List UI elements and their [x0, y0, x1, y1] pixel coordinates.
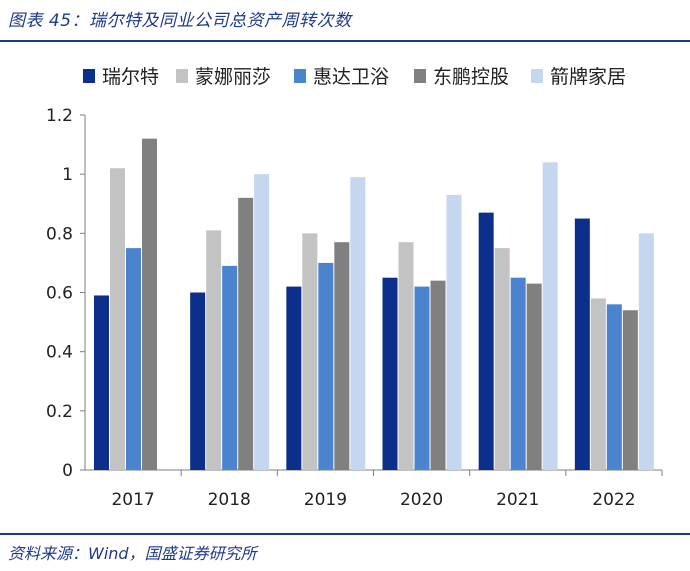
bar-2021-3	[526, 283, 542, 470]
legend-swatch	[176, 69, 188, 83]
legend-label: 东鹏控股	[433, 66, 509, 88]
bar-2018-4	[254, 174, 270, 470]
chart-title: 图表 45：瑞尔特及同业公司总资产周转次数	[8, 11, 352, 31]
bar-2021-4	[542, 162, 558, 471]
bar-2019-2	[318, 262, 334, 470]
legend-label: 瑞尔特	[102, 66, 159, 88]
bar-2017-0	[94, 295, 109, 470]
bar-2020-4	[446, 194, 462, 470]
bar-2019-0	[286, 286, 302, 470]
bar-2017-2	[126, 248, 141, 470]
y-tick-label: 1	[62, 165, 73, 185]
y-tick-label: 0.6	[46, 284, 73, 304]
y-tick-label: 0	[62, 461, 73, 481]
legend-swatch	[414, 69, 426, 83]
bar-2019-3	[334, 242, 350, 470]
bar-2018-1	[206, 230, 222, 470]
bar-2018-3	[238, 197, 254, 471]
x-tick-label: 2018	[208, 490, 251, 510]
legend-swatch	[294, 69, 306, 83]
y-tick-label: 0.2	[46, 402, 73, 422]
source-note: 资料来源：Wind，国盛证券研究所	[8, 544, 257, 563]
y-tick-label: 0.8	[46, 224, 73, 244]
source-divider	[0, 533, 690, 535]
bar-2019-4	[350, 177, 366, 470]
bar-2020-3	[430, 280, 446, 470]
bar-2018-2	[222, 265, 238, 470]
legend-label: 惠达卫浴	[313, 66, 389, 88]
legend-swatch	[83, 69, 95, 83]
bar-2020-1	[398, 242, 414, 470]
axes: 0 0.2 0.4 0.6 0.8 1 1.2 2017 2018 2019 2020 2021 202…	[46, 106, 663, 510]
legend: 瑞尔特 蒙娜丽莎 惠达卫浴 东鹏控股 箭牌家居	[83, 66, 626, 88]
x-tick-label: 2019	[304, 490, 347, 510]
x-tick-label: 2022	[592, 490, 635, 510]
x-tick-label: 2021	[496, 490, 539, 510]
bar-2021-0	[478, 212, 494, 470]
x-tick-label: 2017	[111, 490, 154, 510]
bar-2022-3	[622, 310, 638, 470]
bars	[94, 138, 654, 471]
bar-2022-4	[638, 233, 654, 470]
bar-2019-1	[302, 233, 318, 470]
bar-2022-2	[606, 304, 622, 470]
bar-2022-0	[574, 218, 590, 470]
bar-2021-2	[510, 277, 526, 470]
y-tick-label: 0.4	[46, 343, 73, 363]
bar-2017-3	[142, 138, 157, 470]
bar-2018-0	[190, 292, 206, 470]
legend-swatch	[531, 69, 543, 83]
bar-2017-1	[110, 168, 125, 470]
bar-2020-0	[382, 277, 398, 470]
bar-2021-1	[494, 248, 510, 470]
legend-label: 蒙娜丽莎	[195, 66, 271, 88]
x-tick-label: 2020	[400, 490, 443, 510]
title-divider	[0, 40, 690, 42]
bar-2022-1	[590, 298, 606, 470]
legend-label: 箭牌家居	[550, 66, 626, 88]
bar-2020-2	[414, 286, 430, 470]
y-tick-label: 1.2	[46, 106, 73, 126]
